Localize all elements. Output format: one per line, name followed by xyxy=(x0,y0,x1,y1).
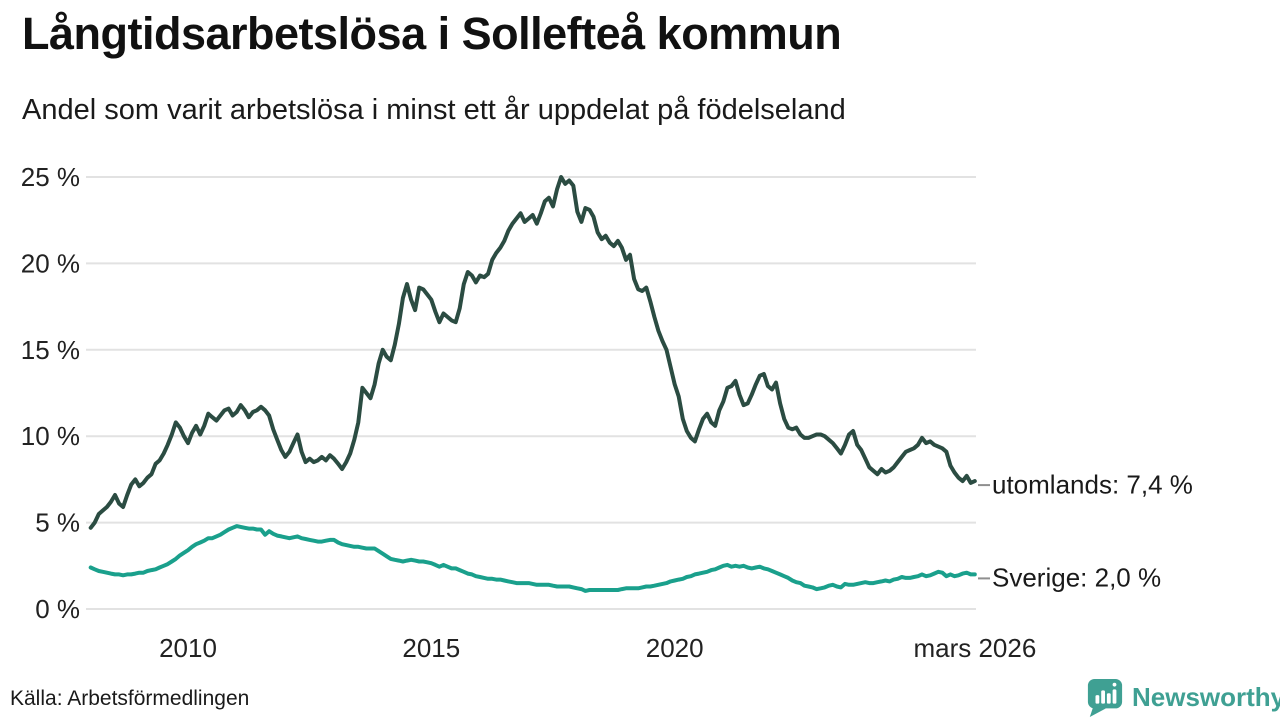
newsworthy-brand: Newsworthy xyxy=(1086,677,1280,718)
source-note: Källa: Arbetsförmedlingen xyxy=(10,687,250,710)
y-tick-label: 10 % xyxy=(21,421,80,451)
series-line-utomlands xyxy=(88,175,977,530)
series-label-utomlands: utomlands: 7,4 % xyxy=(992,469,1193,500)
series-line-sverige xyxy=(88,524,977,593)
x-tick-label: mars 2026 xyxy=(913,633,1036,663)
newsworthy-logo-icon xyxy=(1087,678,1123,717)
chart-subtitle: Andel som varit arbetslösa i minst ett å… xyxy=(22,94,846,126)
y-tick-label: 15 % xyxy=(21,335,80,365)
y-tick-label: 20 % xyxy=(21,248,80,278)
y-tick-label: 0 % xyxy=(35,594,80,624)
x-tick-label: 2015 xyxy=(402,633,460,663)
y-tick-label: 5 % xyxy=(35,508,80,538)
x-tick-label: 2010 xyxy=(159,633,217,663)
x-tick-label: 2020 xyxy=(646,633,704,663)
series-label-sverige: Sverige: 2,0 % xyxy=(992,562,1162,593)
brand-name: Newsworthy xyxy=(1132,682,1280,712)
y-tick-label: 25 % xyxy=(21,162,80,192)
page-title: Långtidsarbetslösa i Sollefteå kommun xyxy=(22,8,842,59)
